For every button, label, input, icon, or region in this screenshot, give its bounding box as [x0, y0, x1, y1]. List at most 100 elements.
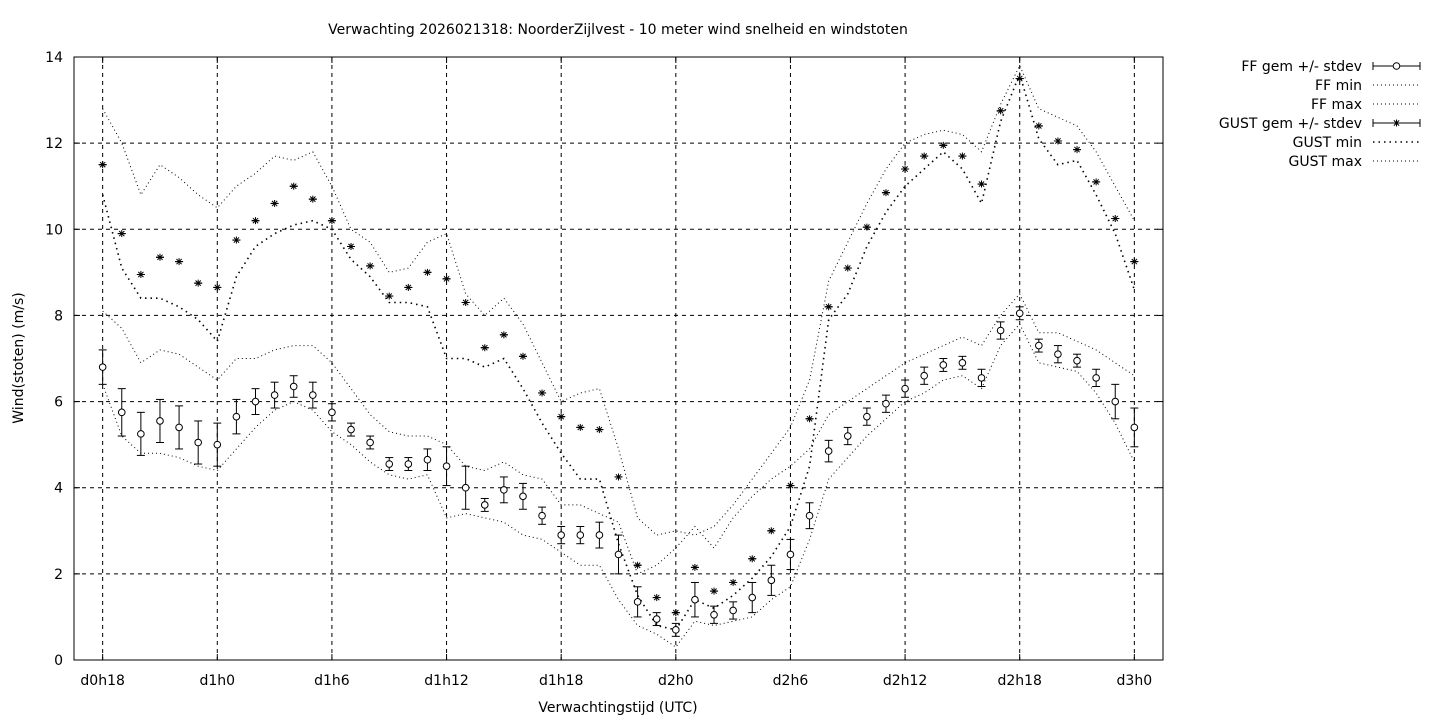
x-tick-label: d1h12	[424, 673, 468, 689]
data-point	[538, 511, 546, 520]
data-point	[404, 283, 412, 291]
data-point	[290, 182, 298, 190]
data-point	[652, 615, 661, 623]
star-stroke	[348, 243, 354, 250]
legend-label: GUST min	[1293, 135, 1362, 151]
data-point	[462, 299, 470, 307]
series-ff-gem-stdev	[98, 306, 1139, 637]
data-point	[309, 195, 317, 203]
legend-label: FF max	[1311, 97, 1362, 113]
data-point	[423, 268, 431, 276]
grid	[74, 57, 1163, 660]
star-stroke	[863, 224, 870, 231]
data-point	[366, 262, 374, 270]
star-stroke	[99, 161, 106, 168]
plot-frame	[73, 56, 1164, 661]
x-tick-label: d1h0	[200, 673, 236, 689]
data-point	[691, 595, 699, 604]
legend-label: GUST max	[1289, 154, 1363, 170]
star-stroke	[978, 181, 985, 188]
data-point	[920, 152, 928, 160]
y-tick-label: 8	[54, 308, 63, 324]
data-point	[1130, 423, 1139, 432]
data-point	[347, 425, 355, 434]
star-stroke	[940, 142, 947, 149]
data-point	[309, 391, 317, 399]
star-stroke	[214, 284, 221, 291]
legend-label: FF gem +/- stdev	[1241, 59, 1362, 75]
star-stroke	[672, 609, 679, 616]
data-point	[672, 609, 680, 617]
data-point	[977, 374, 986, 382]
data-point	[289, 382, 298, 391]
data-point	[1073, 146, 1081, 154]
data-point	[615, 473, 622, 481]
star-stroke	[500, 331, 507, 338]
star-stroke	[615, 473, 622, 480]
data-point	[137, 271, 145, 279]
data-point	[996, 326, 1005, 335]
data-point	[270, 391, 279, 399]
data-point	[978, 180, 985, 188]
data-point	[691, 563, 699, 571]
star-stroke	[1054, 138, 1061, 144]
data-point	[117, 408, 126, 417]
data-point	[213, 283, 221, 291]
data-point	[137, 430, 145, 438]
data-point	[423, 455, 432, 464]
star-stroke	[1074, 146, 1080, 153]
data-point	[1016, 75, 1024, 83]
star-stroke	[252, 217, 259, 224]
data-point	[1035, 341, 1043, 350]
data-point	[1111, 215, 1119, 223]
series-line-ff-min	[102, 323, 1135, 648]
star-stroke	[1016, 75, 1023, 82]
data-point	[634, 561, 642, 569]
star-stroke	[959, 153, 966, 160]
star-stroke	[233, 237, 240, 244]
star-stroke	[539, 390, 546, 396]
star-stroke	[1035, 122, 1042, 129]
star-stroke	[137, 271, 144, 278]
data-point	[767, 576, 776, 585]
y-tick-label: 6	[54, 395, 63, 411]
data-point	[1054, 350, 1062, 358]
data-point	[213, 440, 222, 449]
star-stroke	[520, 353, 526, 360]
data-point	[461, 483, 470, 492]
star-stroke	[653, 594, 660, 601]
star-stroke	[367, 262, 374, 269]
x-tick-label: d2h18	[997, 673, 1041, 689]
star-stroke	[902, 166, 909, 172]
data-point	[633, 598, 642, 606]
data-point	[901, 384, 909, 393]
data-point	[519, 492, 527, 501]
star-stroke	[883, 189, 889, 196]
star-stroke	[1093, 178, 1100, 185]
x-tick-label: d3h0	[1117, 673, 1153, 689]
star-stroke	[405, 284, 412, 291]
data-point	[194, 438, 202, 447]
data-point	[958, 152, 966, 160]
star-stroke	[443, 275, 450, 282]
x-axis-label: Verwachtingstijd (UTC)	[538, 700, 697, 716]
data-point	[538, 389, 546, 397]
data-point	[576, 531, 585, 539]
star-stroke	[711, 588, 717, 595]
data-point	[481, 344, 489, 352]
star-stroke	[921, 153, 928, 160]
legend-marker	[1392, 62, 1401, 70]
star-stroke	[558, 413, 565, 420]
data-point	[1130, 258, 1138, 266]
data-point	[958, 359, 967, 367]
x-tick-label: d2h6	[773, 673, 809, 689]
star-stroke	[1393, 120, 1400, 126]
data-point	[863, 223, 871, 231]
star-stroke	[787, 482, 794, 489]
data-point	[920, 371, 928, 380]
data-point	[939, 361, 948, 369]
data-point	[557, 531, 565, 539]
data-point	[557, 413, 565, 421]
data-point	[843, 432, 852, 440]
x-tick-label: d1h18	[539, 673, 583, 689]
